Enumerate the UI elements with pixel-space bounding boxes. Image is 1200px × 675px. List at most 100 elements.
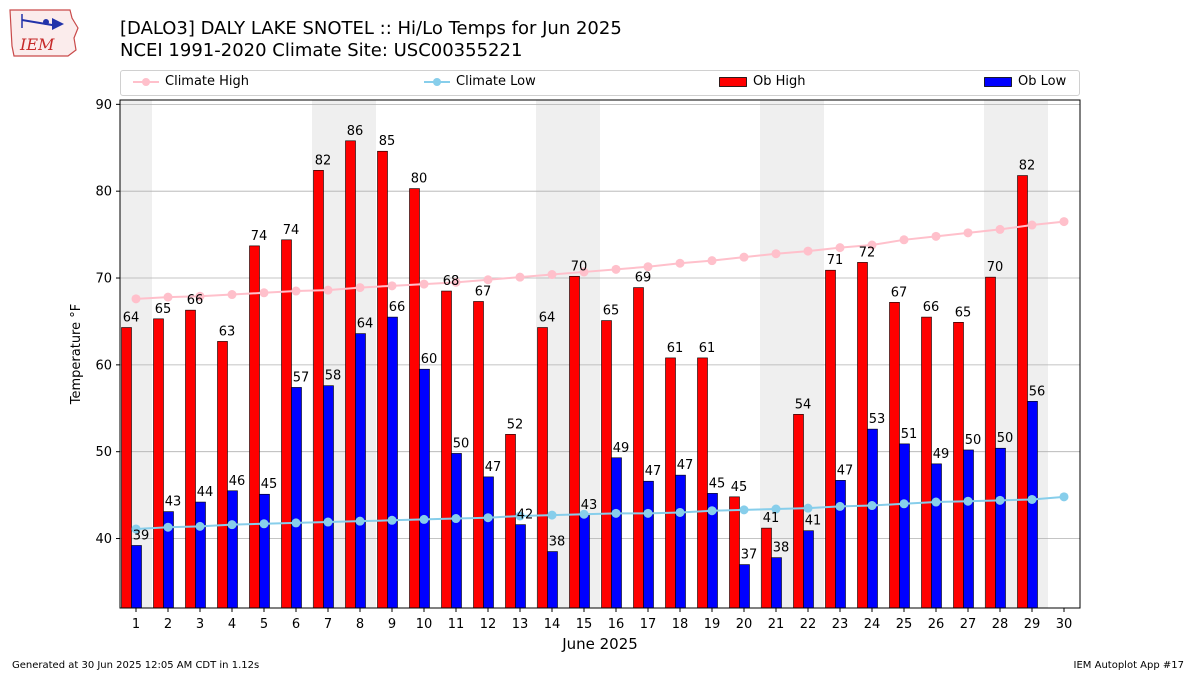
ob-low-bar bbox=[579, 514, 590, 609]
legend-ob-high: Ob High bbox=[719, 74, 806, 92]
climate-low-point bbox=[835, 501, 845, 511]
climate-low-point bbox=[867, 501, 877, 511]
ob-high-bar bbox=[281, 239, 292, 609]
ob-high-bar bbox=[793, 414, 804, 609]
ob-high-bar bbox=[473, 301, 484, 609]
ob-high-label: 61 bbox=[699, 341, 716, 356]
ob-low-label: 57 bbox=[293, 370, 310, 385]
y-tick-label: 60 bbox=[95, 358, 112, 373]
y-tick-label: 50 bbox=[95, 445, 112, 460]
svg-text:IEM: IEM bbox=[19, 35, 55, 54]
climate-high-point bbox=[355, 283, 365, 293]
ob-high-label: 70 bbox=[987, 260, 1004, 275]
x-tick-label: 1 bbox=[132, 617, 140, 632]
climate-high-point bbox=[963, 228, 973, 238]
ob-high-bar bbox=[185, 309, 196, 609]
climate-high-point bbox=[483, 275, 493, 285]
climate-high-point bbox=[451, 277, 461, 287]
climate-high-point bbox=[643, 262, 653, 272]
legend-label: Ob High bbox=[753, 74, 806, 89]
x-axis-label: June 2025 bbox=[561, 635, 638, 653]
x-tick-label: 22 bbox=[800, 617, 817, 632]
climate-low-point bbox=[1059, 492, 1069, 502]
ob-low-label: 50 bbox=[997, 431, 1014, 446]
ob-high-label: 64 bbox=[539, 311, 556, 326]
legend-label: Climate Low bbox=[456, 74, 536, 89]
ob-high-bar bbox=[889, 302, 900, 609]
ob-low-label: 66 bbox=[389, 300, 406, 315]
ob-high-label: 85 bbox=[379, 134, 396, 149]
x-tick-label: 29 bbox=[1024, 617, 1041, 632]
climate-low-point bbox=[451, 514, 461, 524]
legend-label: Ob Low bbox=[1018, 74, 1067, 89]
ob-high-label: 68 bbox=[443, 274, 460, 289]
ob-low-label: 50 bbox=[453, 436, 470, 451]
climate-low-point bbox=[899, 499, 909, 509]
climate-high-point bbox=[227, 290, 237, 300]
x-tick-label: 30 bbox=[1056, 617, 1073, 632]
climate-high-point bbox=[1027, 220, 1037, 230]
ob-low-bar bbox=[835, 480, 846, 609]
climate-low-point bbox=[579, 509, 589, 519]
climate-low-point bbox=[163, 522, 173, 532]
x-tick-label: 20 bbox=[736, 617, 753, 632]
x-tick-label: 13 bbox=[512, 617, 529, 632]
ob-low-bar bbox=[643, 480, 654, 609]
x-tick-label: 7 bbox=[324, 617, 332, 632]
ob-high-label: 65 bbox=[955, 305, 972, 320]
ob-high-label: 69 bbox=[635, 271, 652, 286]
x-tick-label: 10 bbox=[416, 617, 433, 632]
ob-high-bar bbox=[505, 434, 516, 609]
ob-high-bar bbox=[985, 276, 996, 609]
climate-low-point bbox=[547, 510, 557, 520]
ob-low-label: 43 bbox=[165, 495, 182, 510]
x-tick-label: 17 bbox=[640, 617, 657, 632]
ob-high-bar bbox=[249, 245, 260, 609]
x-tick-label: 25 bbox=[896, 617, 913, 632]
x-tick-label: 27 bbox=[960, 617, 977, 632]
climate-high-point bbox=[899, 235, 909, 245]
climate-high-point bbox=[163, 292, 173, 302]
ob-high-label: 66 bbox=[187, 293, 204, 308]
climate-low-point bbox=[707, 506, 717, 516]
x-tick-label: 3 bbox=[196, 617, 204, 632]
ob-low-label: 38 bbox=[549, 535, 566, 550]
ob-high-label: 82 bbox=[315, 153, 332, 168]
climate-low-point bbox=[803, 503, 813, 513]
x-tick-label: 8 bbox=[356, 617, 364, 632]
ob-low-bar bbox=[867, 428, 878, 609]
climate-low-point bbox=[995, 495, 1005, 505]
x-tick-label: 9 bbox=[388, 617, 396, 632]
climate-high-point bbox=[739, 252, 749, 262]
climate-low-point bbox=[259, 519, 269, 529]
climate-low-point bbox=[739, 505, 749, 515]
ob-low-bar bbox=[323, 385, 334, 609]
ob-high-label: 64 bbox=[123, 311, 140, 326]
climate-low-point bbox=[387, 515, 397, 525]
y-tick-label: 80 bbox=[95, 185, 112, 200]
climate-high-line bbox=[135, 220, 1065, 300]
climate-high-point bbox=[515, 272, 525, 282]
climate-high-point bbox=[835, 243, 845, 253]
climate-low-point bbox=[771, 504, 781, 514]
ob-high-bar bbox=[409, 188, 420, 609]
climate-high-point bbox=[611, 264, 621, 274]
x-tick-label: 11 bbox=[448, 617, 465, 632]
climate-high-point bbox=[867, 240, 877, 250]
ob-low-label: 45 bbox=[709, 476, 726, 491]
ob-low-label: 39 bbox=[133, 528, 150, 543]
ob-low-bar bbox=[963, 449, 974, 609]
x-tick-label: 12 bbox=[480, 617, 497, 632]
x-tick-label: 26 bbox=[928, 617, 945, 632]
climate-high-point bbox=[387, 281, 397, 291]
chart-subtitle: NCEI 1991-2020 Climate Site: USC00355221 bbox=[120, 40, 523, 61]
ob-low-label: 58 bbox=[325, 369, 342, 384]
climate-high-point bbox=[259, 288, 269, 298]
y-tick-label: 90 bbox=[95, 98, 112, 113]
x-tick-label: 15 bbox=[576, 617, 593, 632]
ob-low-label: 43 bbox=[581, 498, 598, 513]
ob-high-label: 70 bbox=[571, 259, 588, 274]
ob-high-bar bbox=[217, 341, 228, 609]
x-tick-label: 19 bbox=[704, 617, 721, 632]
climate-high-point bbox=[931, 231, 941, 241]
